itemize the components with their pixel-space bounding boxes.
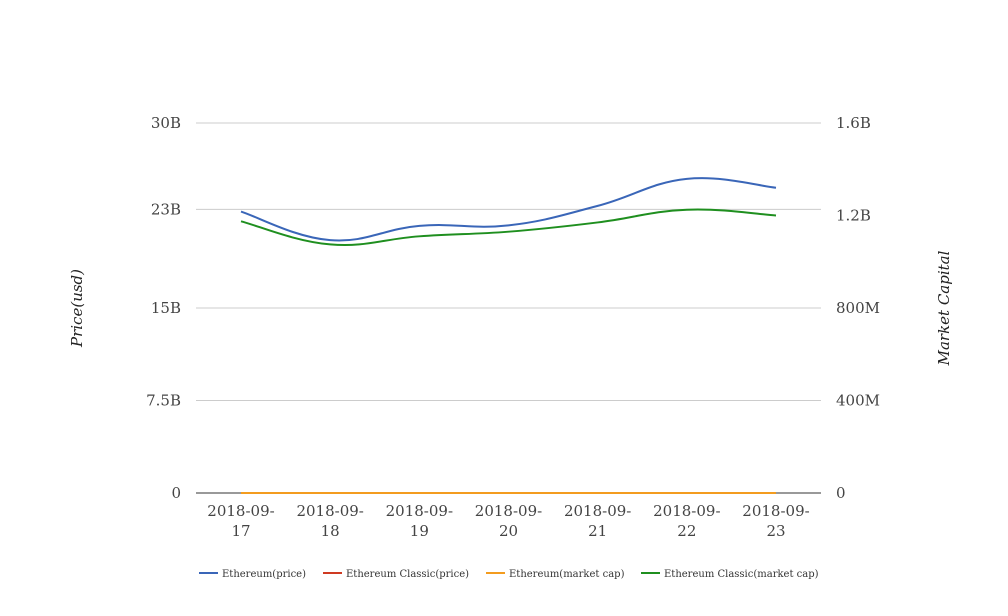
- x-tick-label: 2018-09-17: [207, 502, 274, 540]
- right-axis-ticks: 0 400M 800M 1.2B 1.6B: [836, 114, 880, 502]
- x-tick-label: 2018-09-18: [296, 502, 363, 540]
- legend-label: Ethereum(market cap): [509, 569, 625, 580]
- y-tick-label: 23B: [151, 200, 181, 218]
- y-tick-label: 0: [171, 484, 181, 502]
- x-tick-label: 2018-09-23: [742, 502, 809, 540]
- y-tick-label: 7.5B: [146, 392, 181, 410]
- x-tick-label: 2018-09-20: [475, 502, 542, 540]
- y-tick-label: 30B: [151, 114, 181, 132]
- y2-tick-label: 1.6B: [836, 114, 871, 132]
- legend: Ethereum(price) Ethereum Classic(price) Et…: [199, 569, 819, 580]
- y2-tick-label: 0: [836, 484, 846, 502]
- series-lines: [240, 177, 777, 495]
- legend-label: Ethereum Classic(price): [346, 569, 469, 580]
- y2-tick-label: 1.2B: [836, 207, 871, 225]
- x-tick-label: 2018-09-21: [564, 502, 631, 540]
- y2-axis-title: Market Capital: [935, 250, 953, 366]
- legend-label: Ethereum(price): [222, 569, 306, 580]
- legend-label: Ethereum Classic(market cap): [664, 569, 819, 580]
- y-axis-title: Price(usd): [68, 269, 86, 348]
- series-line-3: [240, 208, 777, 246]
- x-tick-label: 2018-09-22: [653, 502, 720, 540]
- left-axis-ticks: 0 7.5B 15B 23B 30B: [146, 114, 181, 502]
- series-line-0: [240, 177, 777, 242]
- x-axis-ticks: 2018-09-17 2018-09-18 2018-09-19 2018-09-20…: [207, 502, 809, 540]
- grid: [196, 122, 821, 494]
- y2-tick-label: 800M: [836, 299, 880, 317]
- y2-tick-label: 400M: [836, 392, 880, 410]
- x-tick-label: 2018-09-19: [386, 502, 453, 540]
- y-tick-label: 15B: [151, 299, 181, 317]
